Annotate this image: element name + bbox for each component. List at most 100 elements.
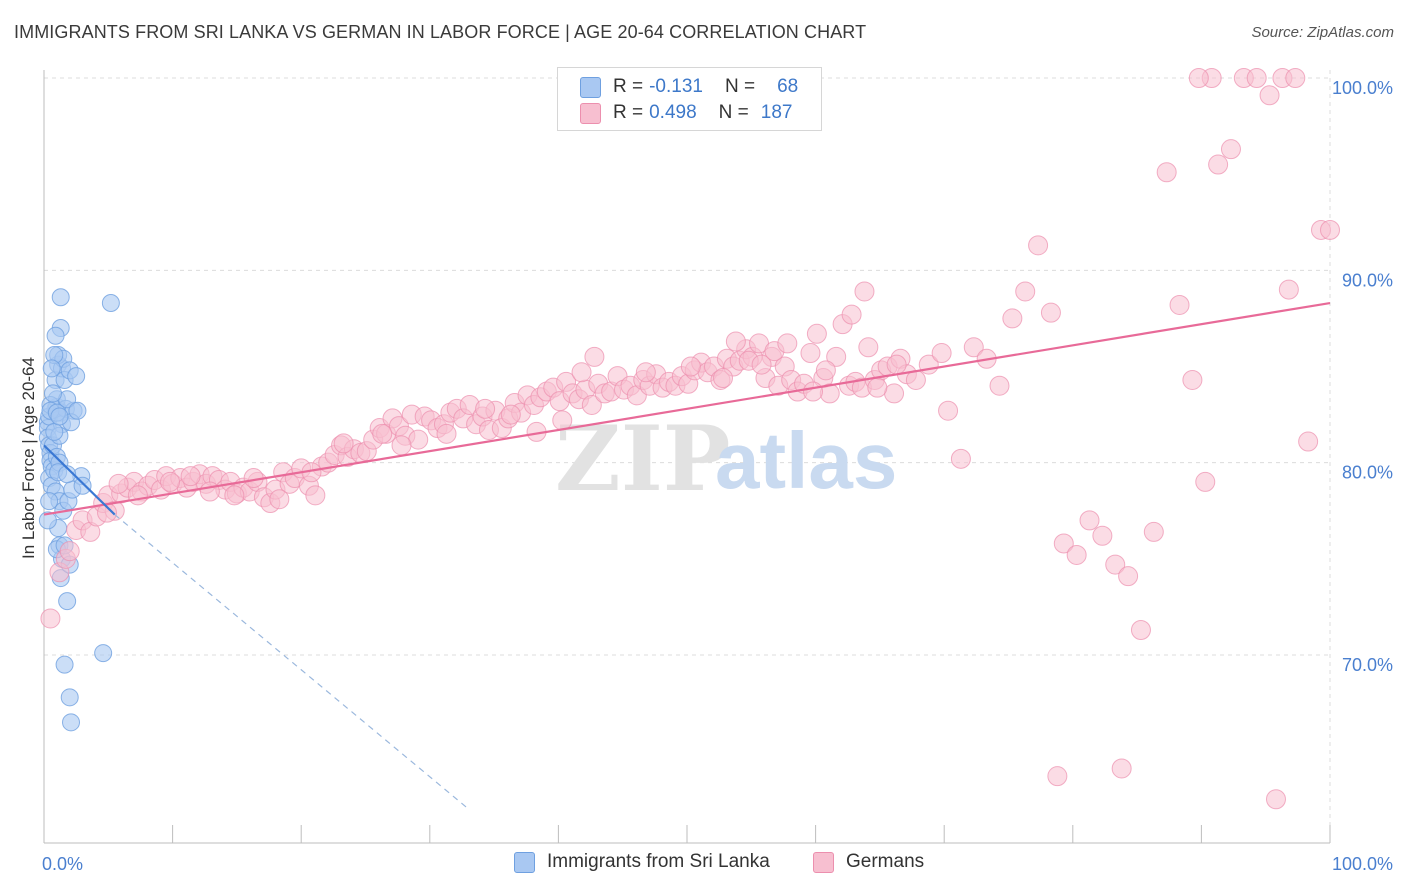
data-point-sri-lanka (50, 407, 69, 426)
legend-r-label: R = (613, 102, 644, 123)
data-point-germans (1047, 766, 1068, 787)
data-point-germans (841, 304, 862, 325)
data-point-germans (1320, 219, 1340, 240)
data-point-sri-lanka (40, 492, 59, 511)
y-axis-label: In Labor Force | Age 20-64 (19, 357, 38, 559)
data-point-germans (1220, 139, 1241, 160)
data-point-germans (680, 356, 701, 377)
data-point-germans (40, 608, 61, 629)
data-point-germans (1182, 369, 1203, 390)
data-point-germans (963, 337, 984, 358)
legend-r-label: R = (613, 76, 644, 97)
data-point-germans (1246, 68, 1267, 88)
series-legend: Immigrants from Sri Lanka Germans (0, 851, 1406, 879)
data-point-germans (1040, 302, 1061, 323)
data-point-germans (800, 343, 821, 364)
legend-n-value: 68 (777, 76, 799, 97)
data-point-sri-lanka (55, 655, 74, 674)
data-point-germans (803, 381, 824, 402)
data-point-sri-lanka (68, 401, 87, 420)
data-point-germans (305, 485, 326, 506)
data-point-germans (1298, 431, 1319, 452)
watermark-atlas: atlas (715, 416, 897, 505)
data-point-sri-lanka (60, 688, 79, 707)
data-point-germans (884, 383, 905, 404)
data-point-germans (1118, 566, 1139, 587)
data-point-sri-lanka (44, 384, 63, 403)
trend-line-sri-lanka-extension (114, 514, 469, 810)
series-germans-points (40, 68, 1340, 810)
data-point-germans (436, 423, 457, 444)
data-point-germans (886, 354, 907, 375)
tick-labels: 70.0% 80.0% 90.0% 100.0% 0.0% 100.0% (42, 78, 1393, 874)
data-point-germans (1105, 554, 1126, 575)
data-point-sri-lanka (94, 644, 113, 663)
data-point-germans (1028, 235, 1049, 256)
data-point-sri-lanka (62, 713, 81, 732)
y-tick-label: 70.0% (1342, 655, 1393, 675)
legend-item-germans[interactable]: Germans (813, 851, 924, 873)
data-point-germans (867, 377, 888, 398)
data-point-germans (391, 435, 412, 456)
data-point-sri-lanka (46, 326, 65, 345)
legend-label-germans: Germans (846, 851, 925, 872)
chart-title: IMMIGRANTS FROM SRI LANKA VS GERMAN IN L… (14, 22, 867, 42)
legend-swatch-germans (813, 851, 834, 873)
data-point-germans (552, 410, 573, 431)
source-label: Source: ZipAtlas.com (1251, 24, 1394, 41)
y-tick-label: 90.0% (1342, 270, 1393, 290)
data-point-germans (372, 423, 393, 444)
data-point-sri-lanka (45, 422, 64, 441)
data-point-germans (1130, 619, 1151, 640)
data-point-germans (1188, 68, 1209, 88)
data-point-germans (1259, 85, 1280, 106)
data-point-germans (500, 404, 521, 425)
data-point-germans (108, 473, 129, 494)
data-point-germans (858, 337, 879, 358)
data-point-germans (1169, 294, 1190, 315)
legend-swatch-sri-lanka (514, 851, 535, 873)
data-point-germans (224, 485, 245, 506)
data-point-germans (160, 471, 181, 492)
data-point-germans (989, 375, 1010, 396)
data-point-germans (269, 489, 290, 510)
data-point-germans (1278, 279, 1299, 300)
data-point-germans (1156, 162, 1177, 183)
data-point-germans (1079, 510, 1100, 531)
data-point-germans (1015, 281, 1036, 302)
data-point-germans (713, 368, 734, 389)
data-point-sri-lanka (101, 294, 120, 313)
data-point-germans (826, 346, 847, 367)
legend-row-sri-lanka: R = -0.131 N = 68 (580, 75, 798, 99)
data-point-germans (180, 466, 201, 487)
data-point-germans (635, 362, 656, 383)
trend-lines (43, 301, 1331, 810)
trend-line-germans (43, 301, 1331, 516)
watermark-zip: ZIP (555, 406, 730, 512)
data-point-germans (571, 362, 592, 383)
data-point-sri-lanka (73, 476, 92, 495)
data-point-germans (1111, 758, 1132, 779)
data-point-germans (581, 394, 602, 415)
data-point-germans (931, 343, 952, 364)
legend-row-germans: R = 0.498 N = 187 (580, 101, 792, 125)
data-point-germans (199, 481, 220, 502)
legend-label-sri-lanka: Immigrants from Sri Lanka (547, 851, 770, 872)
data-point-germans (938, 400, 959, 421)
data-point-sri-lanka (38, 511, 57, 530)
legend-item-sri-lanka[interactable]: Immigrants from Sri Lanka (514, 851, 770, 873)
correlation-legend: R = -0.131 N = 68 R = 0.498 N = 187 (557, 67, 822, 131)
data-point-germans (584, 346, 605, 367)
data-point-germans (1195, 471, 1216, 492)
data-point-germans (777, 333, 798, 354)
legend-swatch-germans (580, 102, 601, 124)
data-point-germans (408, 429, 429, 450)
legend-n-value: 187 (760, 102, 793, 123)
data-point-sri-lanka (51, 288, 70, 307)
data-point-germans (475, 398, 496, 419)
data-point-germans (127, 485, 148, 506)
data-point-germans (1285, 68, 1306, 88)
data-point-sri-lanka (67, 367, 86, 386)
x-tick-label: 0.0% (42, 854, 83, 874)
data-point-sri-lanka (58, 592, 77, 611)
